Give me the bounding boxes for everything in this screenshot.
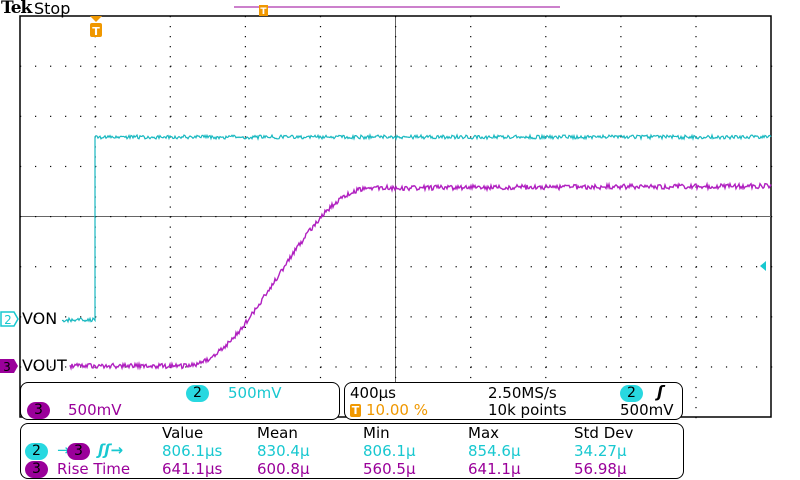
- measurement-panel[interactable]: Value Mean Min Max Std Dev 2 → 3 ʃʃ→ 806…: [20, 423, 684, 479]
- ch2-badge[interactable]: 2: [186, 385, 209, 402]
- mean: 830.4µ: [257, 442, 310, 460]
- horizontal-scale[interactable]: 400µs: [350, 384, 396, 402]
- trigger-level[interactable]: 500mV: [620, 401, 674, 419]
- rising-edge-icon: ʃ: [657, 382, 664, 401]
- ch3-label: VOUT: [22, 356, 67, 375]
- measurement-row-rise-time[interactable]: 3 Rise Time 641.1µs 600.8µ 560.5µ 641.1µ…: [25, 460, 680, 478]
- max: 854.6µ: [468, 442, 521, 460]
- source-ch2-badge: 2: [25, 443, 48, 460]
- trigger-position-badge-icon: T: [350, 404, 361, 417]
- record-length[interactable]: 10k points: [488, 401, 567, 419]
- min: 806.1µ: [363, 442, 416, 460]
- value: 806.1µs: [162, 442, 222, 460]
- measurement-name: Rise Time: [57, 460, 130, 478]
- header-max: Max: [468, 424, 499, 442]
- svg-text:T: T: [92, 25, 100, 38]
- header-min: Min: [363, 424, 390, 442]
- timebase-panel[interactable]: 400µs T 10.00 % 2.50MS/s 10k points 2 ʃ …: [344, 382, 683, 420]
- trigger-position[interactable]: 10.00 %: [366, 401, 428, 419]
- value: 641.1µs: [162, 460, 222, 478]
- sample-rate: 2.50MS/s: [488, 384, 557, 402]
- ch2-label: VON: [22, 309, 57, 328]
- source-ch3-badge: 3: [25, 461, 48, 478]
- trigger-position-icon: T: [90, 16, 102, 38]
- svg-text:3: 3: [3, 360, 11, 374]
- ch3-marker-icon: 3: [0, 359, 18, 374]
- graticule: [20, 16, 772, 418]
- header-mean: Mean: [257, 424, 298, 442]
- svg-text:T: T: [260, 7, 267, 17]
- trigger-source-badge[interactable]: 2: [620, 385, 643, 402]
- record-trigger-marker-icon: T: [259, 5, 268, 17]
- ch2-marker-icon: 2: [1, 312, 18, 327]
- ch2-trace: [62, 135, 771, 322]
- dest-ch3-badge: 3: [67, 443, 90, 460]
- ch2-scale[interactable]: 500mV: [228, 384, 282, 402]
- std-dev: 56.98µ: [574, 460, 627, 478]
- header-std-dev: Std Dev: [574, 424, 633, 442]
- std-dev: 34.27µ: [574, 442, 627, 460]
- measurement-row-delay[interactable]: 2 → 3 ʃʃ→ 806.1µs 830.4µ 806.1µ 854.6µ 3…: [25, 442, 680, 460]
- channel-panel[interactable]: 2 500mV 3 500mV: [20, 382, 340, 420]
- mean: 600.8µ: [257, 460, 310, 478]
- ch3-scale[interactable]: 500mV: [68, 401, 122, 419]
- header-value: Value: [162, 424, 203, 442]
- trigger-level-icon: [760, 261, 766, 271]
- max: 641.1µ: [468, 460, 521, 478]
- svg-text:2: 2: [4, 313, 12, 327]
- min: 560.5µ: [363, 460, 416, 478]
- ch3-trace: [70, 184, 771, 369]
- ch3-badge[interactable]: 3: [27, 402, 50, 419]
- delay-rise-rise-icon: ʃʃ→: [98, 441, 123, 459]
- measurement-headers: Value Mean Min Max Std Dev: [162, 424, 682, 442]
